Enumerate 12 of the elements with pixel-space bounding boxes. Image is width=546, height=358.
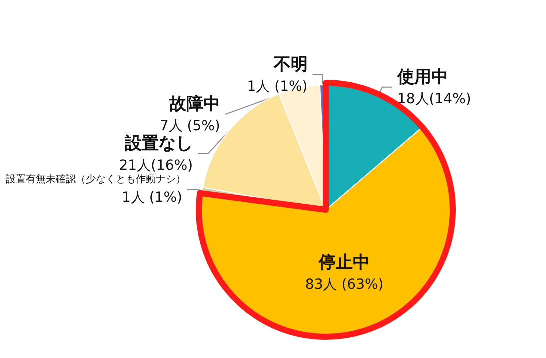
data-label: 1人 (1%): [247, 79, 308, 96]
slice-label: 不明: [272, 55, 308, 76]
slice-label: 使用中: [396, 67, 448, 88]
slice-label: 停止中: [318, 252, 370, 273]
slice-label: 設置なし: [124, 134, 194, 154]
data-label: 1人 (1%): [122, 190, 182, 206]
data-label: 18人(14%): [397, 91, 472, 108]
slice-label: 故障中: [168, 94, 220, 115]
data-label: 7人 (5%): [160, 118, 220, 135]
slice-label: 設置有無未確認（少なくとも作動ナシ）: [6, 174, 186, 186]
data-label: 83人 (63%): [305, 276, 384, 293]
data-label: 21人(16%): [119, 158, 194, 174]
